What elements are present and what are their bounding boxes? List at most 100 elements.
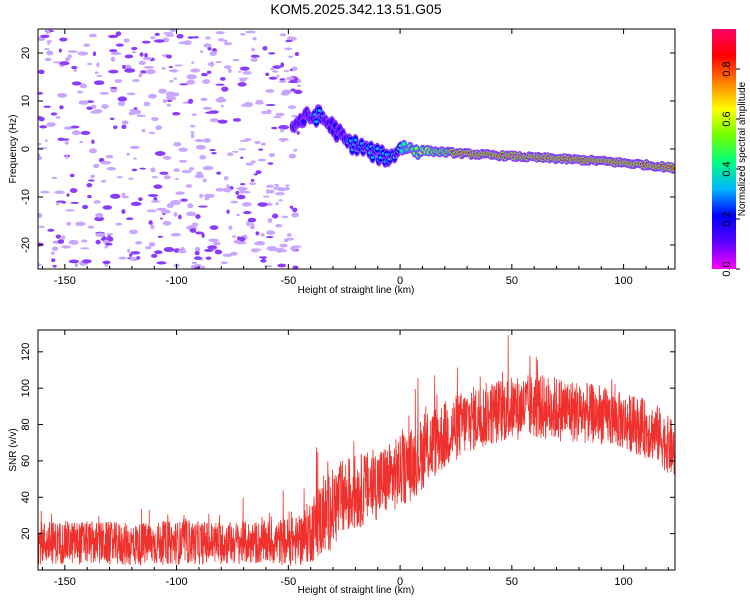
spectrogram-noise-blob xyxy=(121,124,127,130)
spectrogram-noise-blob xyxy=(189,81,196,84)
spectrogram-noise-blob xyxy=(201,233,205,238)
spectrogram-noise-blob xyxy=(221,86,229,92)
spectrogram-noise-blob xyxy=(136,256,141,260)
spectrogram-noise-blob xyxy=(230,200,239,204)
spectrogram-noise-blob xyxy=(267,162,274,165)
spectrogram-noise-blob xyxy=(117,96,128,102)
spectrogram-noise-blob xyxy=(165,91,176,97)
spectrogram-noise-blob xyxy=(209,225,219,230)
spectrogram-noise-blob xyxy=(150,35,156,40)
spectrogram-noise-blob xyxy=(288,153,296,159)
spectrogram-noise-blob xyxy=(44,57,52,62)
spectrogram-noise-blob xyxy=(258,256,268,259)
spectrogram-noise-blob xyxy=(280,128,284,133)
spectrogram-noise-blob xyxy=(86,183,93,188)
spectrogram-y-tick-label: 0 xyxy=(20,146,32,152)
spectrogram-noise-blob xyxy=(258,148,264,151)
spectrogram-noise-blob xyxy=(131,168,138,172)
spectrogram-noise-blob xyxy=(290,246,298,251)
spectrogram-noise-blob xyxy=(138,60,146,66)
spectrogram-noise-blob xyxy=(102,205,113,210)
spectrogram-noise-blob xyxy=(52,264,57,268)
spectrogram-noise-blob xyxy=(272,65,282,69)
spectrogram-noise-blob xyxy=(265,72,270,77)
spectrogram-noise-blob xyxy=(227,68,232,73)
colorbar-tick-label: 0.0 xyxy=(721,261,733,276)
spectrogram-noise-blob xyxy=(139,52,144,57)
spectrogram-noise-blob xyxy=(232,150,239,153)
spectrogram-noise-blob xyxy=(207,245,218,250)
spectrogram-noise-blob xyxy=(159,171,169,175)
spectrogram-noise-blob xyxy=(71,130,81,136)
spectrogram-noise-blob xyxy=(178,147,188,152)
spectrogram-noise-blob xyxy=(267,218,273,223)
spectrogram-noise-blob xyxy=(101,104,109,109)
spectrogram-noise-blob xyxy=(109,117,115,121)
snr-y-tick-label: 40 xyxy=(20,491,32,503)
spectrogram-noise-blob xyxy=(208,238,220,242)
spectrogram-noise-blob xyxy=(243,191,251,194)
spectrogram-noise-blob xyxy=(280,62,285,68)
spectrogram-noise-blob xyxy=(50,251,55,255)
spectrogram-noise-blob xyxy=(59,61,70,66)
spectrogram-x-axis-label: Height of straight line (km) xyxy=(298,285,415,296)
spectrogram-noise-blob xyxy=(133,107,138,110)
spectrogram-noise-blob xyxy=(104,263,109,267)
spectrogram-noise-blob xyxy=(285,186,290,191)
spectrogram-x-tick-label: 50 xyxy=(506,275,518,287)
spectrogram-noise-blob xyxy=(38,263,42,267)
spectrogram-noise-blob xyxy=(155,125,163,131)
spectrogram-noise-blob xyxy=(251,47,256,52)
spectrogram-noise-blob xyxy=(245,162,254,166)
spectrogram-track-core xyxy=(317,109,322,113)
spectrogram-noise-blob xyxy=(121,209,126,214)
spectrogram-noise-blob xyxy=(59,37,68,42)
spectrogram-noise-blob xyxy=(187,36,194,39)
spectrogram-noise-blob xyxy=(132,109,142,115)
spectrogram-noise-blob xyxy=(207,46,212,51)
spectrogram-noise-blob xyxy=(110,87,118,93)
spectrogram-x-tick-label: -50 xyxy=(280,275,296,287)
spectrogram-noise-blob xyxy=(162,155,172,160)
spectrogram-noise-blob xyxy=(66,221,72,226)
spectrogram-noise-blob xyxy=(150,253,158,258)
spectrogram-noise-blob xyxy=(105,154,114,159)
spectrogram-noise-blob xyxy=(218,38,225,42)
spectrogram-noise-blob xyxy=(216,171,222,175)
spectrogram-track-core xyxy=(301,120,306,124)
spectrogram-noise-blob xyxy=(51,246,59,251)
spectrogram-noise-blob xyxy=(56,200,66,203)
spectrogram-noise-blob xyxy=(236,186,248,192)
spectrogram-noise-blob xyxy=(65,154,69,159)
spectrogram-noise-blob xyxy=(266,188,270,194)
snr-y-tick-label: 20 xyxy=(20,528,32,540)
spectrogram-noise-blob xyxy=(129,229,138,235)
spectrogram-noise-blob xyxy=(55,234,62,239)
spectrogram-noise-blob xyxy=(125,217,134,221)
spectrogram-noise-blob xyxy=(166,54,172,59)
spectrogram-noise-blob xyxy=(282,249,287,253)
snr-x-tick-label: 0 xyxy=(397,576,403,588)
spectrogram-noise-blob xyxy=(268,76,278,80)
spectrogram-noise-blob xyxy=(240,183,246,186)
spectrogram-noise-blob xyxy=(170,200,177,203)
spectrogram-noise-blob xyxy=(241,202,252,207)
colorbar: 0.0 0.2 0.4 0.6 0.8 Normalized spectral ampl… xyxy=(712,29,748,277)
spectrogram-noise-blob xyxy=(206,70,212,74)
spectrogram-noise-blob xyxy=(260,142,266,146)
spectrogram-noise-blob xyxy=(38,142,42,146)
spectrogram-noise-blob xyxy=(268,52,276,55)
spectrogram-noise-blob xyxy=(223,42,233,46)
spectrogram-noise-blob xyxy=(283,69,290,73)
spectrogram-noise-blob xyxy=(277,263,287,268)
spectrogram-noise-blob xyxy=(226,209,230,214)
spectrogram-noise-blob xyxy=(232,58,240,62)
spectrogram-track-core xyxy=(353,138,358,142)
spectrogram-noise-blob xyxy=(47,228,55,232)
spectrogram-noise-blob xyxy=(38,69,45,75)
spectrogram-noise-blob xyxy=(260,259,267,263)
spectrogram-noise-blob xyxy=(271,126,278,130)
spectrogram-noise-blob xyxy=(178,159,188,163)
spectrogram-noise-blob xyxy=(209,148,216,152)
spectrogram-noise-blob xyxy=(279,243,288,248)
